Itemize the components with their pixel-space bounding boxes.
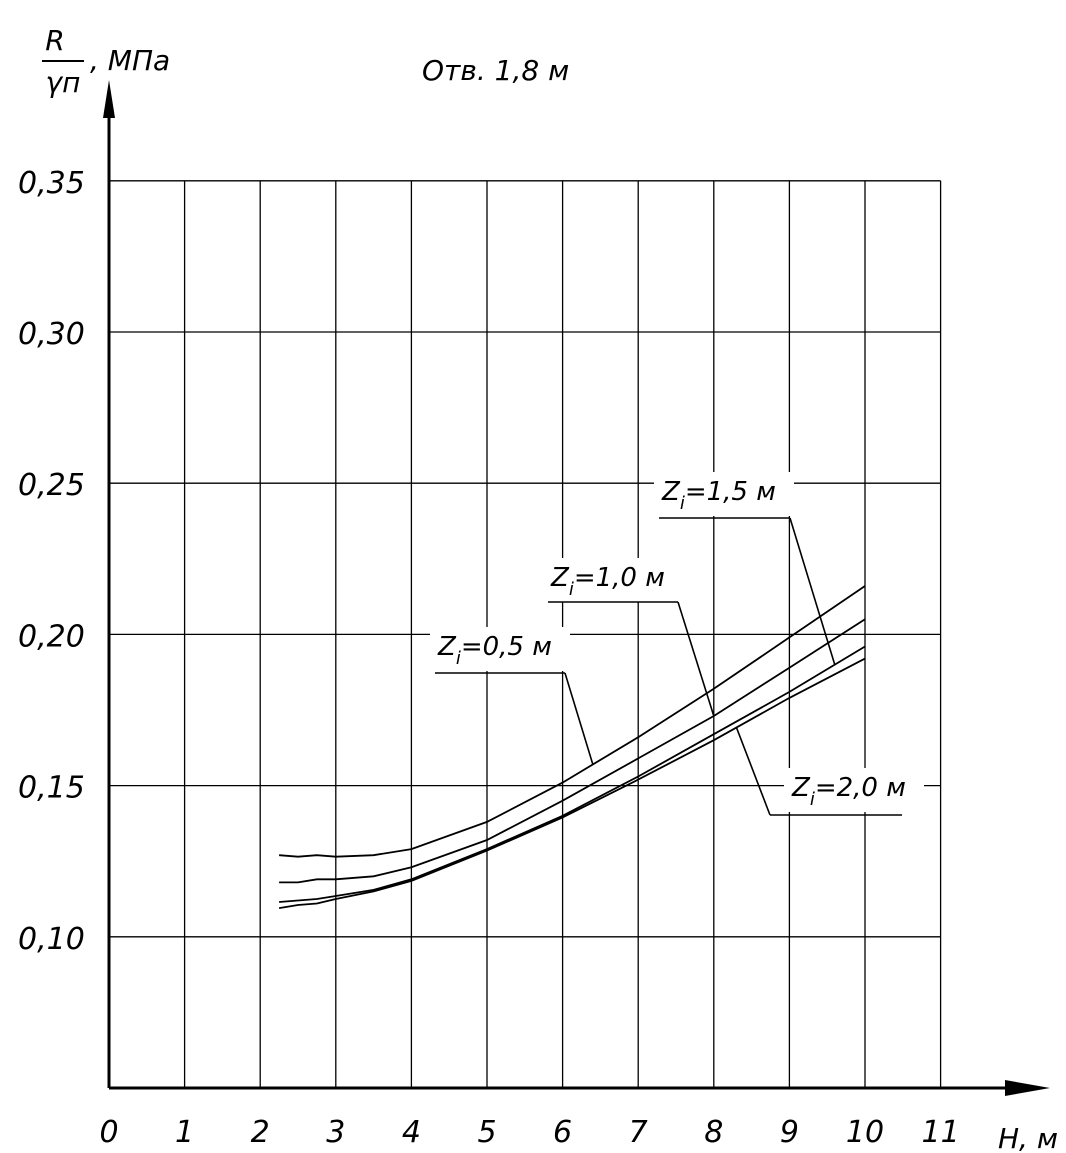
x-axis-label: H, м xyxy=(998,1122,1058,1153)
callout-1: Zi=1,0 м xyxy=(543,558,715,717)
series-label-main: Z xyxy=(661,477,681,507)
series-line-3 xyxy=(278,657,866,909)
series-label: Zi=0,5 м xyxy=(437,632,552,669)
series-line-2 xyxy=(279,645,866,903)
x-tick-label: 3 xyxy=(326,1115,345,1150)
series-label-sub: i xyxy=(569,579,574,600)
chart-title: Отв. 1,8 м xyxy=(422,54,569,87)
callout-mask xyxy=(430,627,570,671)
callout-0: Zi=0,5 м xyxy=(430,627,594,765)
tick-labels: 0,35 0,30 0,25 0,20 0,15 0,10 0 1 2 3 4 5 6 7 8 9 10 11 xyxy=(18,166,960,1150)
y-tick-label: 0,15 xyxy=(18,771,85,806)
y-axis-arrow xyxy=(103,80,115,118)
y-tick-label: 0,35 xyxy=(18,166,85,201)
series-label-main: Z xyxy=(437,632,457,662)
y-label-numerator: R xyxy=(45,24,64,57)
series-line-1 xyxy=(279,618,866,884)
y-tick-label: 0,25 xyxy=(18,468,85,503)
callout-leader xyxy=(564,672,594,765)
series-label: Zi=1,0 м xyxy=(550,563,665,600)
series-label-rest: =1,5 м xyxy=(685,477,776,507)
x-tick-label: 1 xyxy=(175,1115,194,1150)
callout-mask xyxy=(543,558,683,602)
series-label-sub: i xyxy=(680,493,685,514)
y-tick-label: 0,20 xyxy=(18,619,85,654)
series-label-rest: =0,5 м xyxy=(461,632,552,662)
series-label-sub: i xyxy=(456,648,461,669)
series-label-rest: =1,0 м xyxy=(574,563,665,593)
series-label-main: Z xyxy=(550,563,570,593)
x-axis-arrow xyxy=(1005,1080,1050,1096)
series-line-0 xyxy=(279,585,866,858)
y-label-denominator: γп xyxy=(46,66,81,99)
series-label-sub: i xyxy=(810,789,815,810)
x-tick-label: 4 xyxy=(402,1115,421,1150)
x-tick-label: 11 xyxy=(922,1115,960,1150)
axes xyxy=(103,80,1050,1096)
x-tick-label: 9 xyxy=(780,1115,799,1150)
x-tick-label: 6 xyxy=(553,1115,572,1150)
x-tick-label: 7 xyxy=(629,1115,648,1150)
x-tick-label: 10 xyxy=(846,1115,884,1150)
series-label-rest: =2,0 м xyxy=(815,773,906,803)
series-label: Zi=2,0 м xyxy=(791,773,906,810)
curves xyxy=(278,585,866,909)
x-tick-label: 0 xyxy=(99,1115,118,1150)
x-tick-label: 5 xyxy=(477,1115,496,1150)
x-tick-label: 2 xyxy=(251,1115,270,1150)
callout-2: Zi=1,5 м xyxy=(654,472,836,665)
y-tick-label: 0,10 xyxy=(18,922,85,957)
y-axis-label: R γп , МПа xyxy=(42,24,170,99)
series-label-main: Z xyxy=(791,773,811,803)
series-label: Zi=1,5 м xyxy=(661,477,776,514)
y-label-unit: , МПа xyxy=(90,44,170,77)
callout-mask xyxy=(654,472,794,516)
y-tick-label: 0,30 xyxy=(18,317,85,352)
callout-leader xyxy=(735,727,771,816)
callout-mask xyxy=(784,768,924,812)
callout-leader xyxy=(677,601,715,717)
callout-3: Zi=2,0 м xyxy=(735,727,924,816)
x-tick-label: 8 xyxy=(704,1115,723,1150)
series-callouts: Zi=0,5 мZi=1,0 мZi=1,5 мZi=2,0 м xyxy=(430,472,924,816)
callout-leader xyxy=(789,517,836,665)
